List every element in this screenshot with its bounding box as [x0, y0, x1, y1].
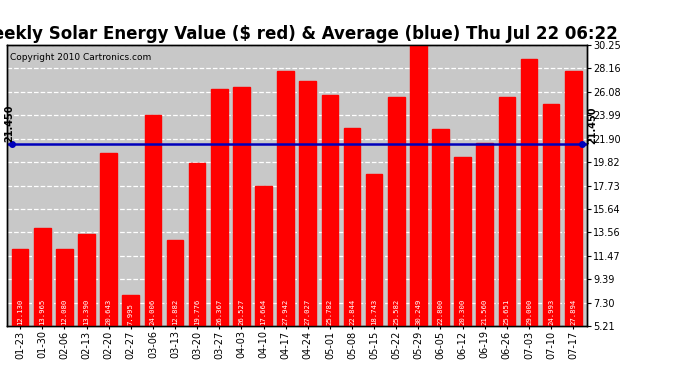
Text: 30.249: 30.249: [415, 298, 422, 325]
Bar: [499, 97, 515, 326]
Text: 27.027: 27.027: [305, 298, 310, 325]
Text: 25.651: 25.651: [504, 298, 510, 325]
Bar: [543, 104, 560, 326]
Text: 24.006: 24.006: [150, 298, 156, 325]
Text: 18.743: 18.743: [371, 298, 377, 325]
Bar: [34, 228, 50, 326]
Bar: [123, 295, 139, 326]
Text: 20.643: 20.643: [106, 298, 112, 325]
Text: 13.965: 13.965: [39, 298, 46, 325]
Title: Weekly Solar Energy Value ($ red) & Average (blue) Thu Jul 22 06:22: Weekly Solar Energy Value ($ red) & Aver…: [0, 26, 618, 44]
Text: 19.776: 19.776: [194, 298, 200, 325]
Text: 26.367: 26.367: [216, 298, 222, 325]
Bar: [145, 115, 161, 326]
Text: 27.942: 27.942: [283, 298, 288, 325]
Bar: [255, 186, 272, 326]
Bar: [277, 71, 294, 326]
Text: 13.390: 13.390: [83, 298, 90, 325]
Text: 17.664: 17.664: [261, 298, 266, 325]
Bar: [100, 153, 117, 326]
Text: 7.995: 7.995: [128, 303, 134, 325]
Bar: [344, 128, 360, 326]
Text: 21.450: 21.450: [588, 106, 598, 144]
Text: 29.000: 29.000: [526, 298, 532, 325]
Bar: [565, 72, 582, 326]
Text: Copyright 2010 Cartronics.com: Copyright 2010 Cartronics.com: [10, 54, 151, 62]
Bar: [366, 174, 382, 326]
Bar: [299, 81, 316, 326]
Text: 12.130: 12.130: [17, 298, 23, 325]
Text: 25.782: 25.782: [327, 298, 333, 325]
Bar: [521, 59, 538, 326]
Text: 26.527: 26.527: [238, 298, 244, 325]
Bar: [167, 240, 184, 326]
Text: 27.894: 27.894: [570, 298, 576, 325]
Bar: [189, 163, 206, 326]
Bar: [476, 142, 493, 326]
Text: 12.882: 12.882: [172, 298, 178, 325]
Text: 22.800: 22.800: [437, 298, 444, 325]
Text: 24.993: 24.993: [548, 298, 554, 325]
Text: 20.300: 20.300: [460, 298, 466, 325]
Bar: [388, 98, 404, 326]
Bar: [322, 95, 338, 326]
Bar: [410, 45, 426, 326]
Text: 22.844: 22.844: [349, 298, 355, 325]
Bar: [233, 87, 250, 326]
Text: 21.560: 21.560: [482, 298, 488, 325]
Text: 12.080: 12.080: [61, 298, 68, 325]
Text: 25.582: 25.582: [393, 298, 400, 325]
Bar: [454, 157, 471, 326]
Text: 21.450: 21.450: [4, 104, 14, 142]
Bar: [432, 129, 448, 326]
Bar: [211, 88, 228, 326]
Bar: [56, 249, 72, 326]
Bar: [78, 234, 95, 326]
Bar: [12, 249, 28, 326]
